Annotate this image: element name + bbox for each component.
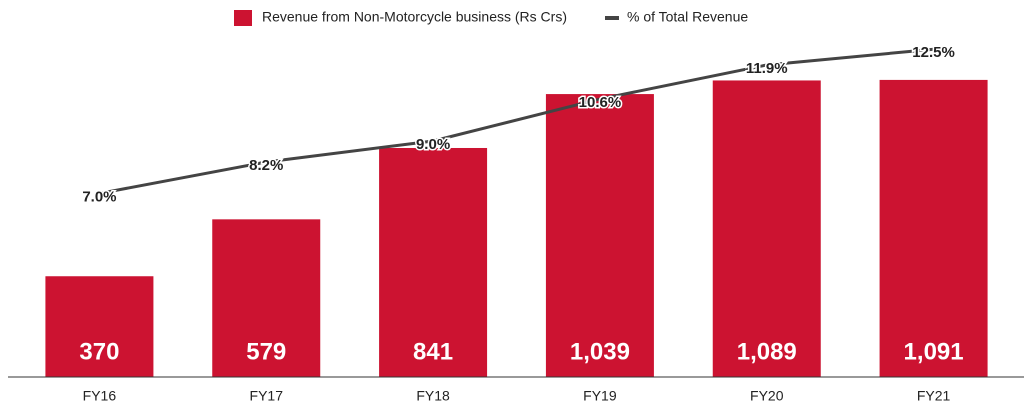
legend-label: Revenue from Non-Motorcycle business (Rs…: [262, 9, 567, 25]
x-tick-label: FY20: [750, 388, 784, 404]
line-value-label: 9.0%: [416, 136, 450, 153]
line-value-label: 10.6%: [579, 94, 622, 111]
bar-value-label: 579: [246, 338, 286, 365]
line-value-label: 11.9%: [746, 60, 788, 77]
line: [99, 47, 934, 195]
legend-swatch: [234, 10, 252, 26]
x-tick-label: FY21: [917, 388, 951, 404]
bar: [545, 94, 654, 377]
bar: [379, 147, 488, 377]
bar: [45, 276, 154, 377]
bar-value-label: 370: [79, 338, 119, 365]
bar-value-label: 1,089: [737, 338, 797, 365]
legend-label: % of Total Revenue: [627, 9, 748, 25]
x-tick-label: FY18: [416, 388, 450, 404]
line-value-label: 12.5%: [912, 44, 955, 61]
x-tick-label: FY16: [83, 388, 117, 404]
bar: [212, 219, 321, 377]
line-value-label: 7.0%: [82, 188, 116, 205]
x-tick-label: FY19: [583, 388, 617, 404]
bar-value-label: 1,039: [570, 338, 630, 365]
bar: [712, 80, 821, 378]
bar: [879, 79, 988, 378]
bar-value-label: 1,091: [904, 338, 964, 365]
line-value-label: 8.2%: [249, 157, 283, 174]
bar-value-label: 841: [413, 338, 453, 365]
x-tick-label: FY17: [250, 388, 284, 404]
